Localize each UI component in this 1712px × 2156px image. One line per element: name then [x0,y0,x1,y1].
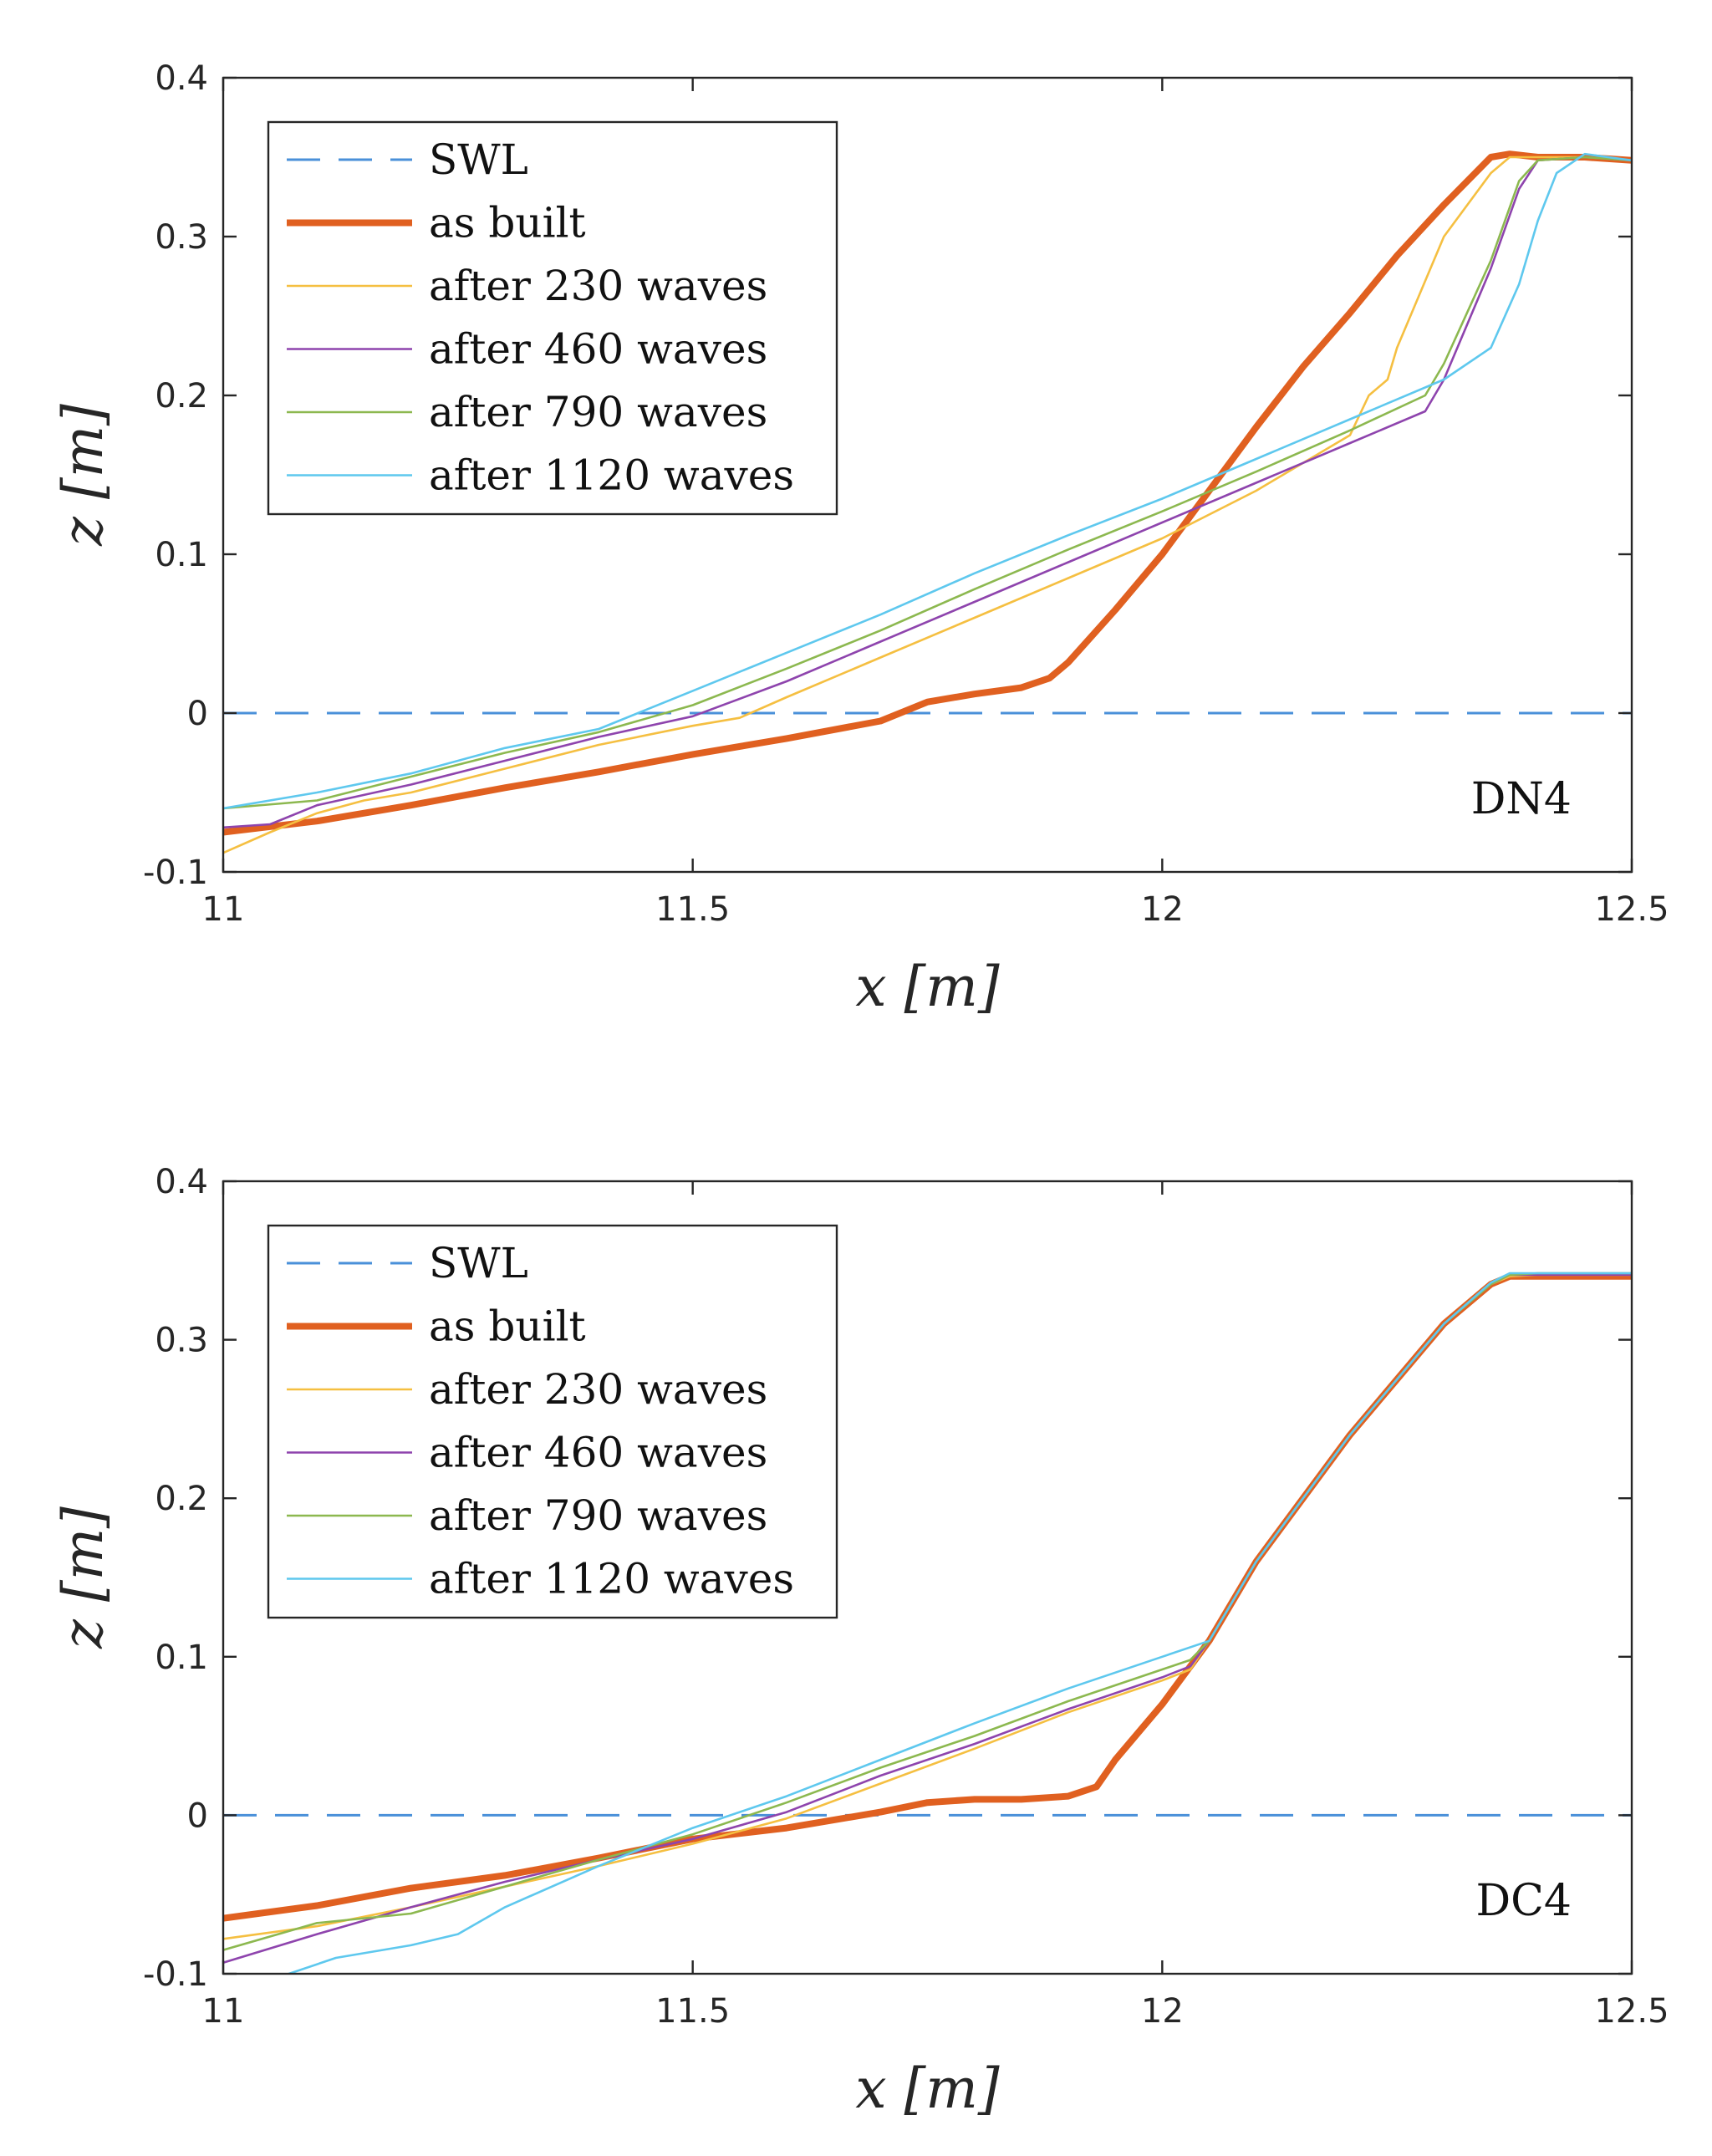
y-axis-label: z [m] [51,404,115,547]
legend-label-after-790-waves: after 790 waves [429,388,767,436]
y-axis-label: z [m] [51,1506,115,1649]
legend-box [267,1224,838,1619]
x-tick-label: 11 [202,1992,245,2031]
legend-label-after-1120-waves: after 1120 waves [429,1555,794,1603]
y-tick-label: 0.4 [155,1163,208,1201]
y-tick-label: 0.3 [155,218,208,257]
series-line-after-460-waves [223,155,1632,829]
series-group [223,150,1632,854]
y-tick-label: 0.3 [155,1322,208,1360]
legend-label-swl: SWL [429,1239,528,1287]
legend-label-after-230-waves: after 230 waves [429,262,767,310]
series-line-as-built [223,150,1632,836]
series-line-after-230-waves [223,155,1632,854]
series-line-after-1120-waves [288,1272,1632,1974]
y-tick-label: -0.1 [143,854,208,892]
legend: SWL as built after 230 waves after 460 wave… [267,120,838,516]
y-tick-label: 0.1 [155,536,208,574]
legend-box [267,120,838,516]
panel-annotation: DN4 [1471,774,1572,824]
legend-label-after-230-waves: after 230 waves [429,1365,767,1414]
y-tick-label: -0.1 [143,1955,208,1994]
legend-label-swl: SWL [429,135,528,184]
legend: SWL as built after 230 waves after 460 wave… [267,1224,838,1619]
legend-label-after-460-waves: after 460 waves [429,1429,767,1477]
x-tick-label: 11.5 [655,1992,730,2031]
x-tick-label: 12 [1141,890,1184,929]
x-tick-label: 11.5 [655,890,730,929]
series-line-after-1120-waves [223,152,1632,810]
y-tick-label: 0.1 [155,1639,208,1677]
axes-frame [222,76,1633,874]
chart-panel-dn4: 11 11.5 12 12.5 -0.1 0 0.1 0.2 0.3 0.4 x [m] z [m] D… [51,59,1669,1019]
y-tick-label: 0 [187,695,208,733]
legend-label-after-790-waves: after 790 waves [429,1491,767,1540]
legend-label-after-460-waves: after 460 waves [429,325,767,374]
legend-label-as-built: as built [429,1302,586,1351]
axes-frame [222,1180,1633,1975]
panels: 11 11.5 12 12.5 -0.1 0 0.1 0.2 0.3 0.4 x [m] z [m] D… [51,59,1669,2121]
x-tick-label: 12 [1141,1992,1184,2031]
y-tick-label: 0 [187,1797,208,1835]
y-tick-label: 0.4 [155,59,208,98]
y-tick-label: 0.2 [155,1480,208,1518]
x-axis-label: x [m] [855,955,1000,1019]
legend-label-after-1120-waves: after 1120 waves [429,451,794,500]
x-tick-label: 12.5 [1594,890,1669,929]
panel-annotation: DC4 [1475,1876,1572,1926]
chart-panel-dc4: 11 11.5 12 12.5 -0.1 0 0.1 0.2 0.3 0.4 x [m] z [m] D… [51,1163,1669,2121]
x-tick-label: 11 [202,890,245,929]
series-group [223,1272,1632,1974]
series-line-after-790-waves [223,155,1632,810]
y-tick-label: 0.2 [155,377,208,415]
x-axis-label: x [m] [855,2057,1000,2121]
legend-label-as-built: as built [429,199,586,247]
x-tick-label: 12.5 [1594,1992,1669,2031]
